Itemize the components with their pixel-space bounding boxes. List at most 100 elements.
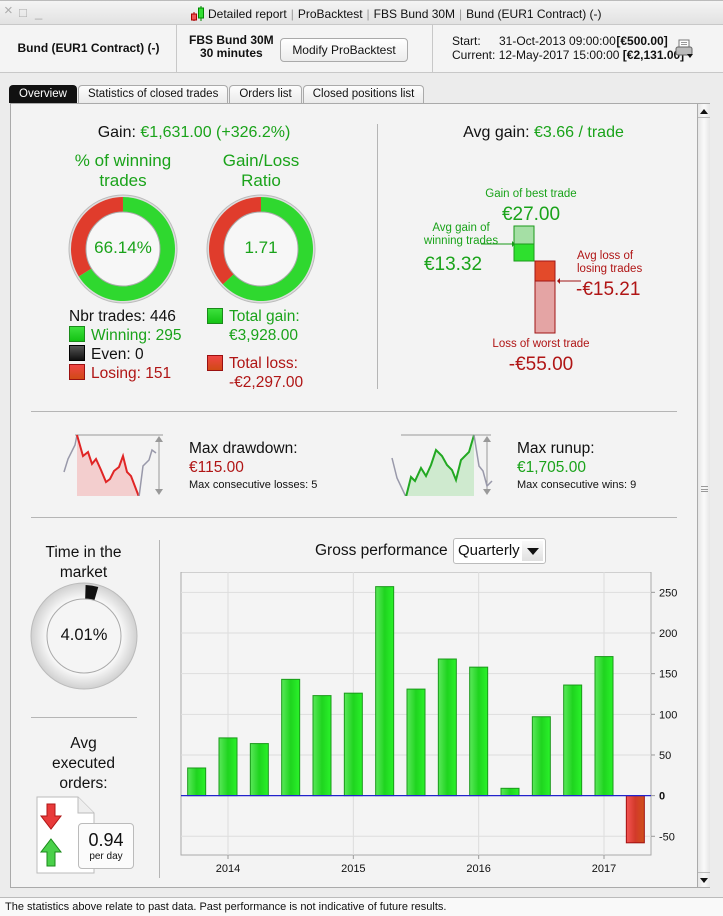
- instrument-name: Bund (EUR1 Contract) (-): [17, 41, 160, 55]
- best-trade-value: €27.00: [501, 204, 561, 225]
- avg-win-label: Avg gain of winning trades: [411, 222, 511, 248]
- divider: [377, 124, 378, 389]
- worst-trade-value: -€55.00: [508, 354, 574, 375]
- tab-statistics-of-closed-trades[interactable]: Statistics of closed trades: [77, 85, 229, 103]
- tab-overview[interactable]: Overview: [9, 85, 77, 103]
- disclaimer: The statistics above relate to past data…: [0, 897, 723, 916]
- ring-loss-segment: [208, 197, 261, 285]
- scroll-down-button[interactable]: [698, 872, 710, 887]
- drawdown-sparkline: [63, 434, 163, 496]
- bar: [343, 692, 363, 797]
- strategy-name: FBS Bund 30M: [189, 33, 274, 47]
- minimize-icon[interactable]: _: [35, 5, 43, 20]
- title-bar: × □ _ Detailed report | ProBacktest | FBS …: [0, 0, 723, 25]
- time-title-line: market: [59, 564, 108, 581]
- y-tick-label: 50: [659, 750, 671, 762]
- arrow-up-icon: [39, 838, 63, 867]
- start-capital: [€500.00]: [616, 34, 668, 48]
- maximize-icon[interactable]: □: [19, 5, 27, 20]
- current-capital: [€2,131.00]: [622, 48, 685, 62]
- y-tick-label: 100: [659, 709, 677, 721]
- ratio-title-line: Gain/Loss: [222, 151, 300, 170]
- avg-orders-box: 0.94 per day: [78, 823, 134, 869]
- avg-loss-label-line: Avg loss of: [577, 250, 634, 262]
- bar: [312, 695, 332, 797]
- strategy-cell: FBS Bund 30M 30 minutes Modify ProBackte…: [177, 25, 433, 72]
- trade-range-diagram: [481, 225, 581, 334]
- window-title: Detailed report | ProBacktest | FBS Bund 3…: [190, 6, 602, 22]
- total-loss-swatch: [207, 355, 223, 371]
- close-icon[interactable]: ×: [4, 2, 13, 19]
- divider: [31, 411, 677, 412]
- candlestick-icon: [191, 6, 204, 21]
- arrow-down-icon: [39, 803, 63, 830]
- even-swatch: [69, 345, 85, 361]
- bar: [500, 787, 520, 797]
- drawdown-title: Max drawdown:: [189, 440, 298, 457]
- avg-gain-label: Avg gain:: [463, 124, 530, 141]
- period-select[interactable]: Quarterly: [453, 538, 546, 564]
- divider: [31, 717, 137, 718]
- bar: [281, 678, 301, 797]
- winning-pct-title-line: trades: [99, 171, 147, 190]
- y-tick-label: -50: [659, 831, 675, 843]
- time-in-market-value: 4.01%: [60, 626, 108, 644]
- ring-gain-segment: [222, 197, 313, 301]
- avg-gain-summary: Avg gain: €3.66 / trade: [377, 124, 710, 142]
- winning-pct-title: % of winning trades: [63, 151, 183, 191]
- tab-orders-list[interactable]: Orders list: [229, 85, 302, 103]
- orders-title-line: Avg: [70, 735, 97, 752]
- gain-label: Gain:: [97, 124, 136, 141]
- avg-win-value: €13.32: [423, 254, 483, 275]
- instrument-cell: Bund (EUR1 Contract) (-): [0, 25, 177, 72]
- x-tick-label: 2017: [592, 863, 616, 875]
- total-gain-value: €3,928.00: [229, 327, 298, 344]
- vertical-scrollbar[interactable]: [697, 104, 710, 887]
- total-loss-label: Total loss:: [229, 355, 298, 372]
- avg-win-bar: [513, 243, 535, 262]
- bar: [625, 795, 645, 844]
- bar: [594, 656, 614, 797]
- current-date: 12-May-2017 15:00:00: [498, 48, 620, 62]
- avg-orders-unit: per day: [89, 851, 123, 862]
- bar: [437, 658, 457, 797]
- bar: [531, 716, 551, 797]
- orders-title-line: executed: [52, 755, 115, 772]
- start-label: Start:: [452, 34, 481, 48]
- overview-panel: Gain: €1,631.00 (+326.2%) % of winning t…: [10, 103, 710, 888]
- tab-closed-positions-list[interactable]: Closed positions list: [302, 85, 425, 103]
- winning-count-text: Winning: 295: [91, 327, 182, 344]
- bar: [187, 767, 207, 797]
- title-part: Bund (EUR1 Contract) (-): [466, 7, 602, 21]
- winning-pct-value: 66.14%: [94, 238, 152, 257]
- totals: Total gain: €3,928.00 Total loss: -€2,29…: [207, 307, 303, 392]
- period-select-value: Quarterly: [458, 542, 520, 559]
- gain-value: €1,631.00 (+326.2%): [140, 124, 291, 141]
- winning-count: Winning: 295: [69, 326, 181, 345]
- even-count-text: Even: 0: [91, 346, 144, 363]
- time-in-market-title: Time in the market: [21, 543, 146, 583]
- winning-pct-title-line: % of winning: [74, 151, 172, 170]
- avg-win-label-line: winning trades: [423, 235, 499, 247]
- gain-loss-ratio-title: Gain/Loss Ratio: [201, 151, 321, 191]
- perf-title: Gross performance: [315, 542, 448, 559]
- chevron-down-icon[interactable]: [522, 541, 543, 561]
- bar: [406, 688, 426, 797]
- drawdown-sub: Max consecutive losses: 5: [189, 479, 318, 491]
- runup-sparkline: [391, 434, 493, 496]
- scroll-grip-icon[interactable]: [701, 486, 708, 492]
- avg-loss-label: Avg loss of losing trades: [577, 250, 642, 276]
- bar: [218, 737, 238, 797]
- runup-title: Max runup:: [517, 440, 595, 457]
- gain-loss-ratio-ring: [206, 194, 316, 304]
- bar: [375, 586, 395, 797]
- total-loss-value: -€2,297.00: [229, 374, 304, 391]
- time-title-line: Time in the: [45, 544, 122, 561]
- gain-loss-ratio-value: 1.71: [244, 238, 278, 257]
- modify-probacktest-button[interactable]: Modify ProBacktest: [280, 38, 408, 62]
- x-tick-label: 2014: [216, 863, 240, 875]
- even-count: Even: 0: [69, 345, 181, 364]
- scroll-up-button[interactable]: [698, 104, 710, 118]
- printer-icon[interactable]: [675, 39, 695, 59]
- y-tick-label: 200: [659, 628, 677, 640]
